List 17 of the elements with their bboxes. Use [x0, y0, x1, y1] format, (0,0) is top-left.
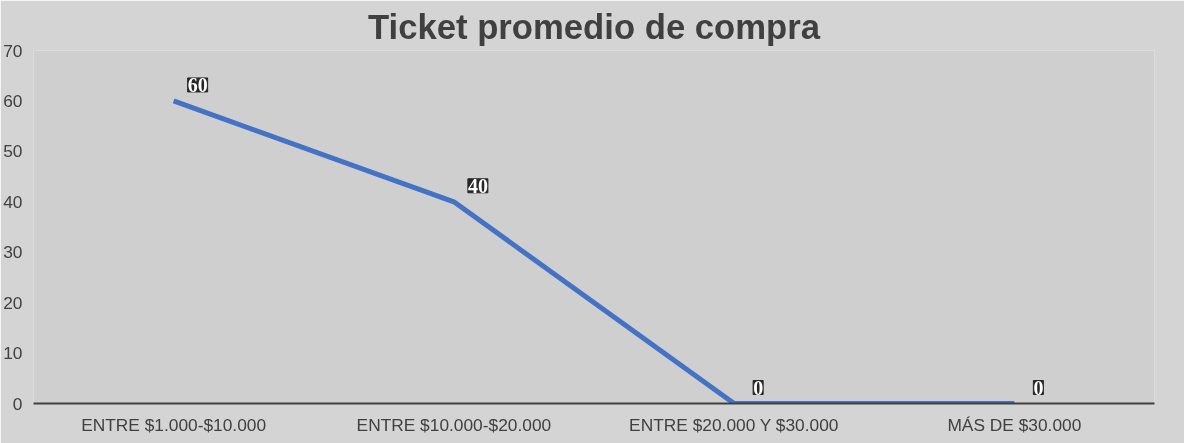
y-tick-label: 40 [3, 191, 23, 212]
y-tick-label: 20 [3, 292, 23, 313]
x-tick-label: ENTRE $20.000 Y $30.000 [629, 414, 839, 435]
chart-title: Ticket promedio de compra [368, 7, 821, 46]
x-tick-label: ENTRE $10.000-$20.000 [356, 414, 552, 435]
x-tick-label: ENTRE $1.000-$10.000 [81, 414, 267, 435]
y-tick-label: 70 [3, 40, 23, 61]
y-tick-label: 60 [3, 90, 23, 111]
y-tick-label: 30 [3, 242, 23, 263]
y-tick-label: 50 [3, 141, 23, 162]
y-tick-label: 10 [3, 343, 23, 364]
data-label: 0 [1033, 376, 1044, 399]
data-label: 60 [187, 73, 208, 96]
y-tick-label: 0 [12, 393, 23, 414]
data-label: 0 [753, 376, 764, 399]
data-label: 40 [467, 174, 488, 197]
x-tick-label: MÁS DE $30.000 [947, 414, 1082, 435]
